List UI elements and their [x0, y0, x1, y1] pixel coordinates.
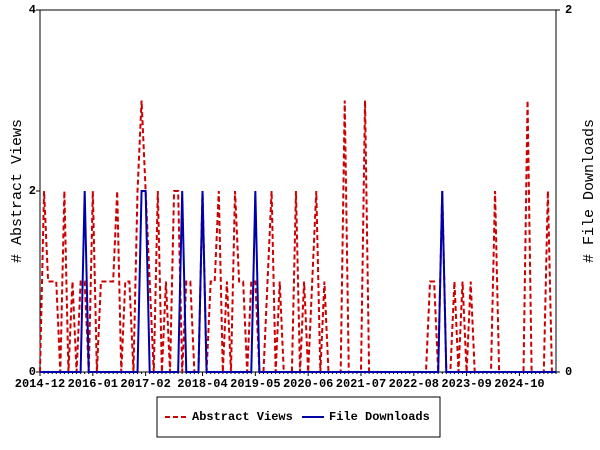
- legend-box: [156, 396, 441, 438]
- x-tick-label: 2024-10: [494, 377, 544, 391]
- x-tick-label: 2023-09: [441, 377, 491, 391]
- y-tick-label: 4: [29, 3, 36, 17]
- y-axis-label: # Abstract Views: [9, 119, 26, 263]
- y-tick-label: 2: [29, 184, 36, 198]
- series-line: [39, 100, 556, 373]
- legend-label: Abstract Views: [192, 410, 293, 424]
- y-tick-label: 0: [29, 365, 36, 379]
- legend-label: File Downloads: [329, 410, 430, 424]
- series-line: [40, 190, 556, 373]
- x-tick-label: 2014-12: [15, 377, 65, 391]
- x-tick-label: 2019-05: [230, 377, 280, 391]
- x-tick-label: 2022-08: [389, 377, 439, 391]
- x-tick-label: 2018-04: [177, 377, 227, 391]
- y2-axis-label: # File Downloads: [581, 119, 598, 263]
- y2-tick-label: 0: [565, 365, 572, 379]
- y2-tick-label: 2: [565, 3, 572, 17]
- x-tick-label: 2020-06: [283, 377, 333, 391]
- x-tick-label: 2017-02: [120, 377, 170, 391]
- x-tick-label: 2016-01: [68, 377, 118, 391]
- x-tick-label: 2021-07: [336, 377, 386, 391]
